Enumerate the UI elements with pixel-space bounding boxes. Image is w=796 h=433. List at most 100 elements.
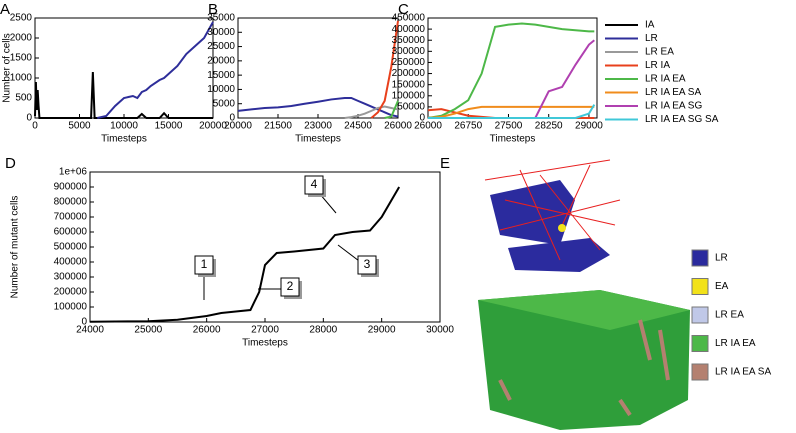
tumor [478,290,690,430]
legend-swatch [691,335,709,352]
y-tick-label: 400000 [392,24,426,35]
legend-label: LR IA EA [645,74,686,85]
y-tick-label: 250000 [392,57,426,68]
callout-box [357,255,377,275]
callout-label: 2 [287,279,294,293]
series-line [427,22,595,119]
y-tick-label: 100000 [392,90,426,101]
legend-label: LR EA [715,310,744,321]
callout-label: 4 [311,177,318,191]
y-tick-label: 150000 [392,79,426,90]
vessels [484,159,621,261]
x-tick-label: 26000 [414,121,442,132]
x-tick-label: 20000 [199,121,227,132]
tumor-top [478,290,690,330]
x-tick-label: 26000 [384,121,412,132]
y-tick-label: 700000 [54,212,88,223]
y-tick-label: 450000 [392,13,426,24]
legend-swatch [691,278,709,295]
x-tick-label: 29000 [368,325,396,336]
y-tick-label: 10000 [207,84,235,95]
x-axis-label: Timesteps [242,338,288,349]
series-line [97,21,214,119]
y-tick-label: 15000 [207,70,235,81]
x-tick-label: 28250 [535,121,563,132]
legend-label: LR IA EA SG SA [645,114,719,125]
callout-box [194,255,214,275]
y-tick-label: 1500 [10,53,33,64]
y-tick-label: 20000 [207,55,235,66]
legend-swatch [691,306,709,324]
blob [508,238,610,272]
y-tick-label: 50000 [397,102,425,113]
x-tick-label: 10000 [110,121,138,132]
panel-label: A [0,1,10,18]
y-axis-label: Number of cells [2,33,13,102]
x-tick-label: 21500 [264,121,292,132]
y-tick-label: 35000 [207,13,235,24]
x-tick-label: 30000 [426,325,454,336]
legend-label: LR IA EA [715,338,756,349]
series-line [370,20,399,119]
y-tick-label: 25000 [207,41,235,52]
y-tick-label: 0 [26,113,32,124]
legend-label: LR EA [645,47,674,58]
series-line [344,105,399,119]
y-tick-label: 30000 [207,27,235,38]
y-tick-label: 800000 [54,197,88,208]
x-tick-label: 24500 [344,121,372,132]
x-tick-label: 27500 [495,121,523,132]
legend-label: IA [645,20,655,31]
y-tick-label: 900000 [54,182,88,193]
legend-label: LR [715,253,728,264]
plot-frame [34,17,214,119]
x-axis-label: Timesteps [490,134,536,145]
plot-frame [427,17,598,119]
x-tick-label: 24000 [76,325,104,336]
y-tick-label: 0 [229,113,235,124]
x-tick-label: 29000 [575,121,603,132]
y-tick-label: 300000 [54,272,88,283]
series-line [427,105,595,119]
x-tick-label: 27000 [251,325,279,336]
panel-label: D [5,155,16,172]
y-tick-label: 2000 [10,33,33,44]
callout-box [304,175,324,195]
series-line [237,97,399,118]
series-line [89,186,401,323]
legend-swatch [691,249,709,267]
legend-label: LR IA [645,60,670,71]
legend-label: LR [645,33,658,44]
x-tick-label: 26750 [454,121,482,132]
y-tick-label: 1000 [10,73,33,84]
x-tick-label: 23000 [304,121,332,132]
callout-label: 1 [201,257,208,271]
sa-cells [498,319,670,417]
x-tick-label: 26000 [193,325,221,336]
x-tick-label: 25000 [134,325,162,336]
y-axis-label: Number of mutant cells [10,196,21,299]
y-tick-label: 200000 [392,68,426,79]
y-tick-label: 2500 [10,13,33,24]
y-tick-label: 0 [81,317,87,328]
callout-label: 3 [364,257,371,271]
x-tick-label: 5000 [68,121,91,132]
panel-e-render [478,159,690,430]
x-tick-label: 15000 [155,121,183,132]
panel-label: B [208,1,218,18]
plot-frame [89,171,441,323]
callout-box [280,277,300,297]
x-axis-label: Timesteps [101,134,147,145]
legend-label: LR IA EA SA [715,367,771,378]
blob [490,180,575,245]
y-tick-label: 5000 [213,98,236,109]
y-tick-label: 600000 [54,227,88,238]
legend-label: EA [715,281,729,292]
panel-label: C [398,1,409,18]
legend-label: LR IA EA SA [645,87,701,98]
x-tick-label: 20000 [224,121,252,132]
y-tick-label: 500 [15,93,32,104]
y-tick-label: 350000 [392,35,426,46]
